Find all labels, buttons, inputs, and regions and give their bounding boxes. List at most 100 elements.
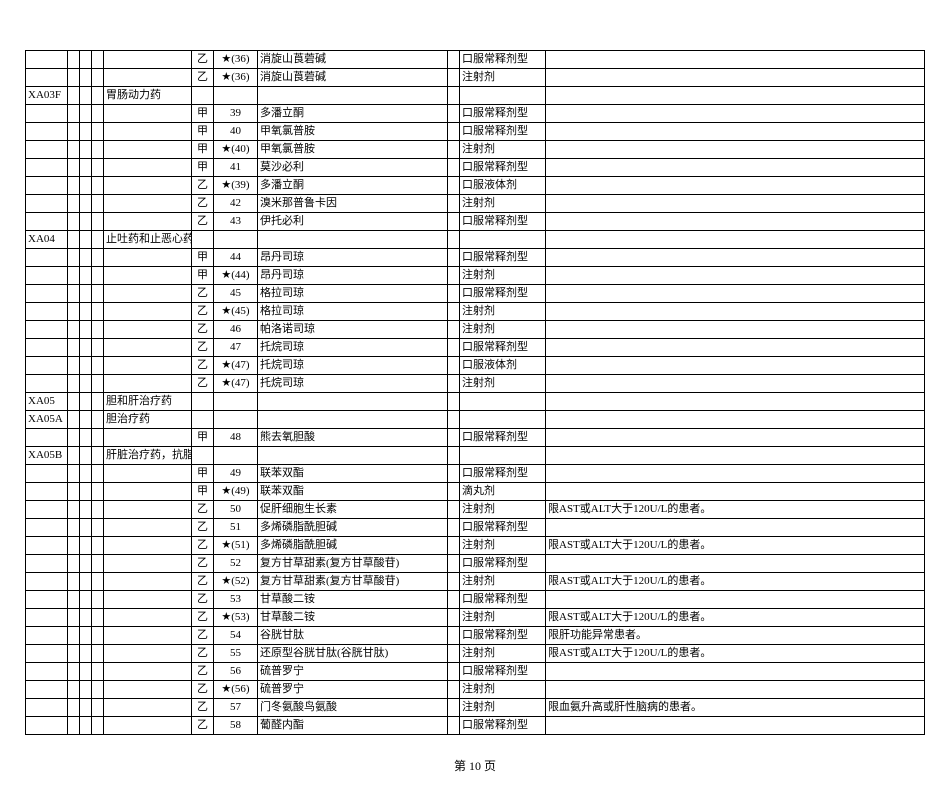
cell-b3 — [92, 339, 104, 357]
cell-num: ★(44) — [214, 267, 258, 285]
table-row: 乙55还原型谷胱甘肽(谷胱甘肽)注射剂限AST或ALT大于120U/L的患者。 — [26, 645, 925, 663]
table-row: 乙52复方甘草甜素(复方甘草酸苷)口服常释剂型 — [26, 555, 925, 573]
cell-note — [546, 555, 925, 573]
cell-b1 — [68, 717, 80, 735]
cell-category — [104, 213, 192, 231]
table-row: 乙45格拉司琼口服常释剂型 — [26, 285, 925, 303]
table-row: XA05A胆治疗药 — [26, 411, 925, 429]
cell-b2 — [80, 285, 92, 303]
cell-code — [26, 699, 68, 717]
cell-form: 口服常释剂型 — [460, 159, 546, 177]
cell-form — [460, 393, 546, 411]
cell-b1 — [68, 105, 80, 123]
cell-b1 — [68, 591, 80, 609]
cell-b2 — [80, 447, 92, 465]
cell-note — [546, 285, 925, 303]
cell-b2 — [80, 267, 92, 285]
cell-code — [26, 465, 68, 483]
cell-b3 — [92, 177, 104, 195]
cell-code: XA05A — [26, 411, 68, 429]
cell-drug — [258, 87, 448, 105]
cell-num: 41 — [214, 159, 258, 177]
cell-b4 — [448, 159, 460, 177]
cell-b2 — [80, 501, 92, 519]
cell-code: XA05 — [26, 393, 68, 411]
cell-note — [546, 393, 925, 411]
cell-b2 — [80, 321, 92, 339]
cell-form: 注射剂 — [460, 573, 546, 591]
cell-drug: 门冬氨酸鸟氨酸 — [258, 699, 448, 717]
cell-drug: 托烷司琼 — [258, 357, 448, 375]
cell-code — [26, 177, 68, 195]
cell-tier: 乙 — [192, 519, 214, 537]
cell-b4 — [448, 141, 460, 159]
cell-num — [214, 393, 258, 411]
cell-tier: 乙 — [192, 627, 214, 645]
cell-b1 — [68, 123, 80, 141]
cell-form: 口服常释剂型 — [460, 123, 546, 141]
cell-form: 口服常释剂型 — [460, 339, 546, 357]
cell-b1 — [68, 249, 80, 267]
cell-b4 — [448, 609, 460, 627]
cell-b1 — [68, 501, 80, 519]
cell-b3 — [92, 375, 104, 393]
table-row: 乙43伊托必利口服常释剂型 — [26, 213, 925, 231]
cell-b2 — [80, 195, 92, 213]
cell-b1 — [68, 447, 80, 465]
cell-drug: 熊去氧胆酸 — [258, 429, 448, 447]
cell-tier: 甲 — [192, 429, 214, 447]
cell-category — [104, 105, 192, 123]
cell-tier: 甲 — [192, 249, 214, 267]
cell-num: 55 — [214, 645, 258, 663]
cell-drug: 格拉司琼 — [258, 285, 448, 303]
cell-drug: 托烷司琼 — [258, 339, 448, 357]
cell-num: 48 — [214, 429, 258, 447]
cell-note: 限AST或ALT大于120U/L的患者。 — [546, 645, 925, 663]
table-row: 乙★(39)多潘立酮口服液体剂 — [26, 177, 925, 195]
cell-category — [104, 51, 192, 69]
cell-b4 — [448, 267, 460, 285]
cell-form: 注射剂 — [460, 699, 546, 717]
cell-b1 — [68, 69, 80, 87]
cell-category — [104, 483, 192, 501]
cell-tier — [192, 447, 214, 465]
cell-form: 注射剂 — [460, 303, 546, 321]
cell-note — [546, 483, 925, 501]
cell-code: XA04 — [26, 231, 68, 249]
cell-b3 — [92, 69, 104, 87]
cell-num: 51 — [214, 519, 258, 537]
cell-drug: 格拉司琼 — [258, 303, 448, 321]
table-row: 乙50促肝细胞生长素注射剂限AST或ALT大于120U/L的患者。 — [26, 501, 925, 519]
table-row: 甲★(44)昂丹司琼注射剂 — [26, 267, 925, 285]
cell-tier: 乙 — [192, 375, 214, 393]
cell-note: 限AST或ALT大于120U/L的患者。 — [546, 501, 925, 519]
cell-num: 50 — [214, 501, 258, 519]
cell-form: 注射剂 — [460, 141, 546, 159]
table-row: 乙★(53)甘草酸二铵注射剂限AST或ALT大于120U/L的患者。 — [26, 609, 925, 627]
cell-num: ★(53) — [214, 609, 258, 627]
cell-b4 — [448, 465, 460, 483]
cell-b4 — [448, 51, 460, 69]
cell-code — [26, 285, 68, 303]
table-row: 乙53甘草酸二铵口服常释剂型 — [26, 591, 925, 609]
cell-form: 滴丸剂 — [460, 483, 546, 501]
cell-code — [26, 717, 68, 735]
cell-b1 — [68, 699, 80, 717]
cell-category — [104, 249, 192, 267]
cell-num: ★(47) — [214, 375, 258, 393]
cell-form: 注射剂 — [460, 267, 546, 285]
cell-b1 — [68, 537, 80, 555]
cell-form: 注射剂 — [460, 501, 546, 519]
page-container: 乙★(36)消旋山莨菪碱口服常释剂型乙★(36)消旋山莨菪碱注射剂XA03F胃肠… — [0, 0, 950, 794]
cell-b3 — [92, 699, 104, 717]
cell-drug: 多烯磷脂酰胆碱 — [258, 519, 448, 537]
cell-num: 53 — [214, 591, 258, 609]
cell-drug: 溴米那普鲁卡因 — [258, 195, 448, 213]
cell-note — [546, 51, 925, 69]
cell-tier: 乙 — [192, 501, 214, 519]
cell-form — [460, 447, 546, 465]
cell-code — [26, 267, 68, 285]
cell-b3 — [92, 609, 104, 627]
cell-code — [26, 519, 68, 537]
cell-b1 — [68, 339, 80, 357]
